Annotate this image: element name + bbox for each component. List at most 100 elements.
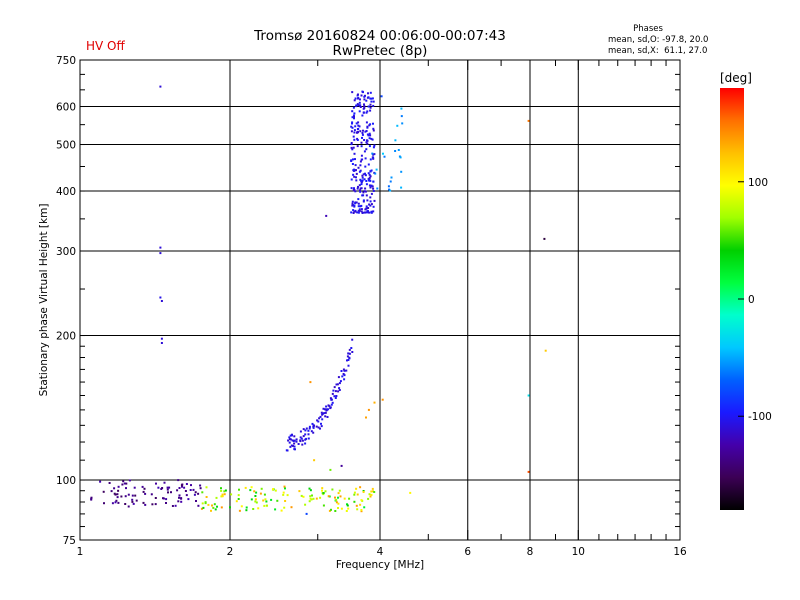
echo-point [372,156,375,159]
echo-point [362,173,365,176]
plot-area: 1 2 4 6 8 10 16 75 100 200 300 400 500 600 750 [56,55,687,558]
echo-point [334,496,336,499]
echo-point [313,459,316,462]
echo-point [187,498,190,501]
echo-point [295,440,298,443]
echo-point [353,493,356,496]
echo-point [356,508,359,511]
echo-point [293,439,296,442]
echo-point [354,125,357,128]
echo-point [220,506,223,509]
echo-point [356,493,359,496]
echo-point [150,493,153,496]
echo-point [166,486,169,489]
echo-point [200,507,203,510]
echo-point [325,409,328,412]
echo-point [133,486,136,489]
echo-point [255,501,258,504]
echo-point [115,499,118,502]
echo-point [353,204,356,207]
echo-point [333,395,336,398]
echo-point [360,180,363,183]
echo-point [199,484,202,487]
echo-point [334,510,337,512]
echo-point [363,178,366,181]
echo-point [345,510,348,512]
echo-point [154,497,157,499]
echo-point [254,495,257,497]
echo-point [235,500,238,503]
echo-point [358,189,361,192]
echo-point [364,174,367,177]
echo-point [330,398,333,401]
echo-point [288,441,291,444]
echo-point [352,209,355,212]
echo-point [321,489,323,492]
echo-point [400,107,403,110]
echo-point [284,500,287,502]
echo-point [383,155,386,158]
echo-point [117,489,120,492]
echo-point [292,444,294,447]
echo-point [291,433,293,436]
echo-point [214,508,217,511]
echo-point [305,427,308,430]
echo-point [359,104,362,107]
echo-point [351,91,354,94]
echo-point [220,495,223,498]
echo-point [361,136,363,139]
echo-point [346,355,349,358]
echo-point [360,210,363,213]
echo-point [367,207,370,209]
echo-point [339,495,342,498]
phases-o-stats: mean, sd,O: -97.8, 20.0 [608,35,708,45]
x-tick-label: 16 [673,546,687,558]
echo-point [355,176,357,179]
echo-point [367,408,370,411]
echo-point [298,490,301,493]
echo-point [348,352,351,355]
echo-point [300,437,303,440]
echo-point [373,153,376,156]
echo-point [352,173,355,176]
echo-point [341,375,344,378]
echo-point [353,138,356,141]
echo-point [335,383,338,386]
echo-point [293,435,296,438]
echo-point [176,489,179,492]
echo-point [367,105,370,108]
echo-point [343,374,346,377]
echo-point [205,496,208,498]
echo-point [359,169,362,172]
echo-point [332,389,335,392]
echo-point [360,145,363,148]
echo-point [128,479,131,482]
echo-point [359,187,362,190]
echo-point [357,211,360,214]
echo-point [160,342,163,344]
echo-point [361,114,364,117]
echo-point [162,497,165,500]
echo-point [357,128,360,131]
echo-point [144,492,147,495]
echo-point [364,172,366,175]
echo-point [351,200,354,203]
echo-point [359,98,361,101]
echo-point [367,92,369,95]
echo-point [210,509,212,512]
echo-point [354,164,357,167]
echo-point [263,504,266,507]
echo-point [121,483,124,486]
echo-point [362,200,365,203]
echo-point [351,126,354,129]
echo-point [319,496,322,499]
echo-point [365,205,368,208]
echo-point [354,97,357,100]
echo-point [370,100,373,103]
echo-point [282,493,285,496]
echo-point [190,484,192,487]
echo-point [312,426,315,429]
echo-point [362,91,364,94]
echo-point [343,369,346,372]
echo-point [360,94,363,97]
